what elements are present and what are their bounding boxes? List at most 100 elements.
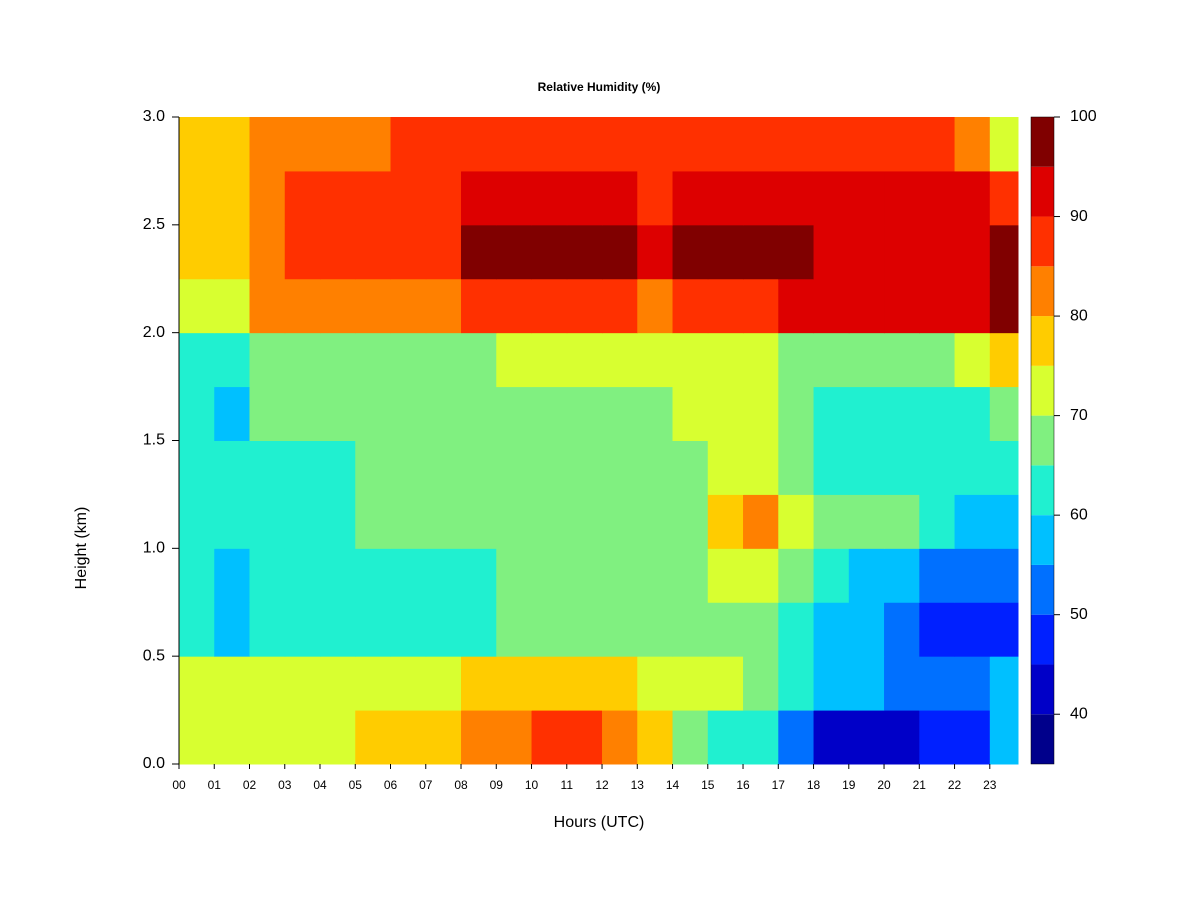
- heatmap-cell: [214, 332, 251, 388]
- heatmap-cell: [602, 224, 638, 280]
- heatmap-cell: [602, 440, 638, 495]
- heatmap-cell: [214, 710, 251, 765]
- colorbar-tick-label: 50: [1070, 606, 1088, 623]
- heatmap-cell: [989, 278, 1019, 334]
- heatmap-cell: [214, 170, 251, 226]
- heatmap-cell: [672, 548, 709, 603]
- heatmap-cell: [637, 386, 674, 441]
- heatmap-cell: [672, 332, 709, 388]
- colorbar-swatch: [1031, 465, 1054, 516]
- heatmap-cell: [214, 602, 251, 657]
- y-tick-label: 2.5: [143, 216, 165, 233]
- heatmap-cell: [637, 278, 674, 334]
- heatmap-cell: [355, 440, 392, 495]
- x-tick-label: 21: [913, 778, 927, 792]
- heatmap-cell: [884, 170, 920, 226]
- heatmap-cell: [566, 278, 603, 334]
- heatmap-cell: [284, 224, 321, 280]
- heatmap-cell: [566, 170, 603, 226]
- heatmap-cell: [320, 602, 356, 657]
- heatmap-cell: [249, 278, 286, 334]
- heatmap-cell: [637, 602, 674, 657]
- heatmap-cell: [320, 117, 356, 172]
- heatmap-cell: [743, 170, 779, 226]
- heatmap-cell: [813, 440, 850, 495]
- heatmap-cell: [249, 494, 286, 549]
- heatmap-cell: [249, 440, 286, 495]
- heatmap-cell: [496, 494, 533, 549]
- x-tick-label: 02: [243, 778, 257, 792]
- colorbar-tick-label: 90: [1070, 208, 1088, 225]
- heatmap-cell: [743, 548, 779, 603]
- heatmap-cell: [989, 440, 1019, 495]
- x-tick-label: 08: [454, 778, 468, 792]
- heatmap-cell: [214, 117, 251, 172]
- heatmap-cell: [531, 710, 568, 765]
- heatmap-cell: [461, 440, 497, 495]
- heatmap-cell: [707, 117, 744, 172]
- x-tick-label: 07: [419, 778, 433, 792]
- heatmap-cell: [179, 278, 215, 334]
- heatmap-cell: [672, 386, 709, 441]
- heatmap-cell: [813, 117, 850, 172]
- heatmap-cell: [566, 224, 603, 280]
- heatmap-cell: [566, 602, 603, 657]
- heatmap-cell: [390, 656, 427, 711]
- heatmap-cell: [707, 656, 744, 711]
- heatmap-cell: [919, 548, 956, 603]
- heatmap-cell: [637, 117, 674, 172]
- heatmap-cell: [249, 332, 286, 388]
- heatmap-cell: [813, 494, 850, 549]
- heatmap-cell: [848, 440, 885, 495]
- chart-title: Relative Humidity (%): [538, 80, 661, 94]
- y-tick-label: 0.0: [143, 755, 165, 772]
- heatmap-cell: [284, 278, 321, 334]
- heatmap-cell: [602, 386, 638, 441]
- heatmap-cell: [884, 494, 920, 549]
- heatmap-cell: [461, 494, 497, 549]
- heatmap-cell: [214, 224, 251, 280]
- heatmap-cell: [179, 494, 215, 549]
- x-tick-label: 00: [172, 778, 186, 792]
- heatmap-cell: [778, 602, 815, 657]
- heatmap-cell: [496, 440, 533, 495]
- heatmap-cell: [672, 224, 709, 280]
- heatmap-cell: [954, 440, 991, 495]
- heatmap-cell: [707, 170, 744, 226]
- colorbar-swatch: [1031, 515, 1054, 565]
- heatmap-cell: [531, 170, 568, 226]
- heatmap-cell: [496, 548, 533, 603]
- heatmap-cell: [778, 710, 815, 765]
- heatmap-cell: [954, 170, 991, 226]
- colorbar-tick-label: 80: [1070, 307, 1088, 324]
- heatmap-cell: [284, 170, 321, 226]
- heatmap-cell: [884, 278, 920, 334]
- heatmap-cell: [637, 224, 674, 280]
- heatmap-cell: [355, 710, 392, 765]
- heatmap-cell: [461, 278, 497, 334]
- heatmap-cell: [249, 602, 286, 657]
- heatmap-cell: [637, 656, 674, 711]
- heatmap-cell: [954, 278, 991, 334]
- heatmap-cell: [390, 170, 427, 226]
- y-tick-label: 2.0: [143, 324, 165, 341]
- heatmap-cell: [989, 710, 1019, 765]
- heatmap-cell: [743, 440, 779, 495]
- heatmap-cell: [743, 386, 779, 441]
- colorbar-swatch: [1031, 166, 1054, 217]
- heatmap-cell: [848, 170, 885, 226]
- heatmap-cell: [707, 494, 744, 549]
- heatmap-cell: [425, 224, 462, 280]
- heatmap-cell: [355, 278, 392, 334]
- y-tick-label: 1.5: [143, 432, 165, 449]
- y-axis-label: Height (km): [73, 507, 90, 590]
- heatmap-cell: [531, 117, 568, 172]
- heatmap-cell: [179, 602, 215, 657]
- heatmap-cell: [848, 117, 885, 172]
- heatmap-cell: [320, 386, 356, 441]
- heatmap-cell: [531, 602, 568, 657]
- heatmap-cell: [778, 117, 815, 172]
- heatmap-cell: [461, 656, 497, 711]
- heatmap-cell: [496, 170, 533, 226]
- heatmap-cell: [954, 224, 991, 280]
